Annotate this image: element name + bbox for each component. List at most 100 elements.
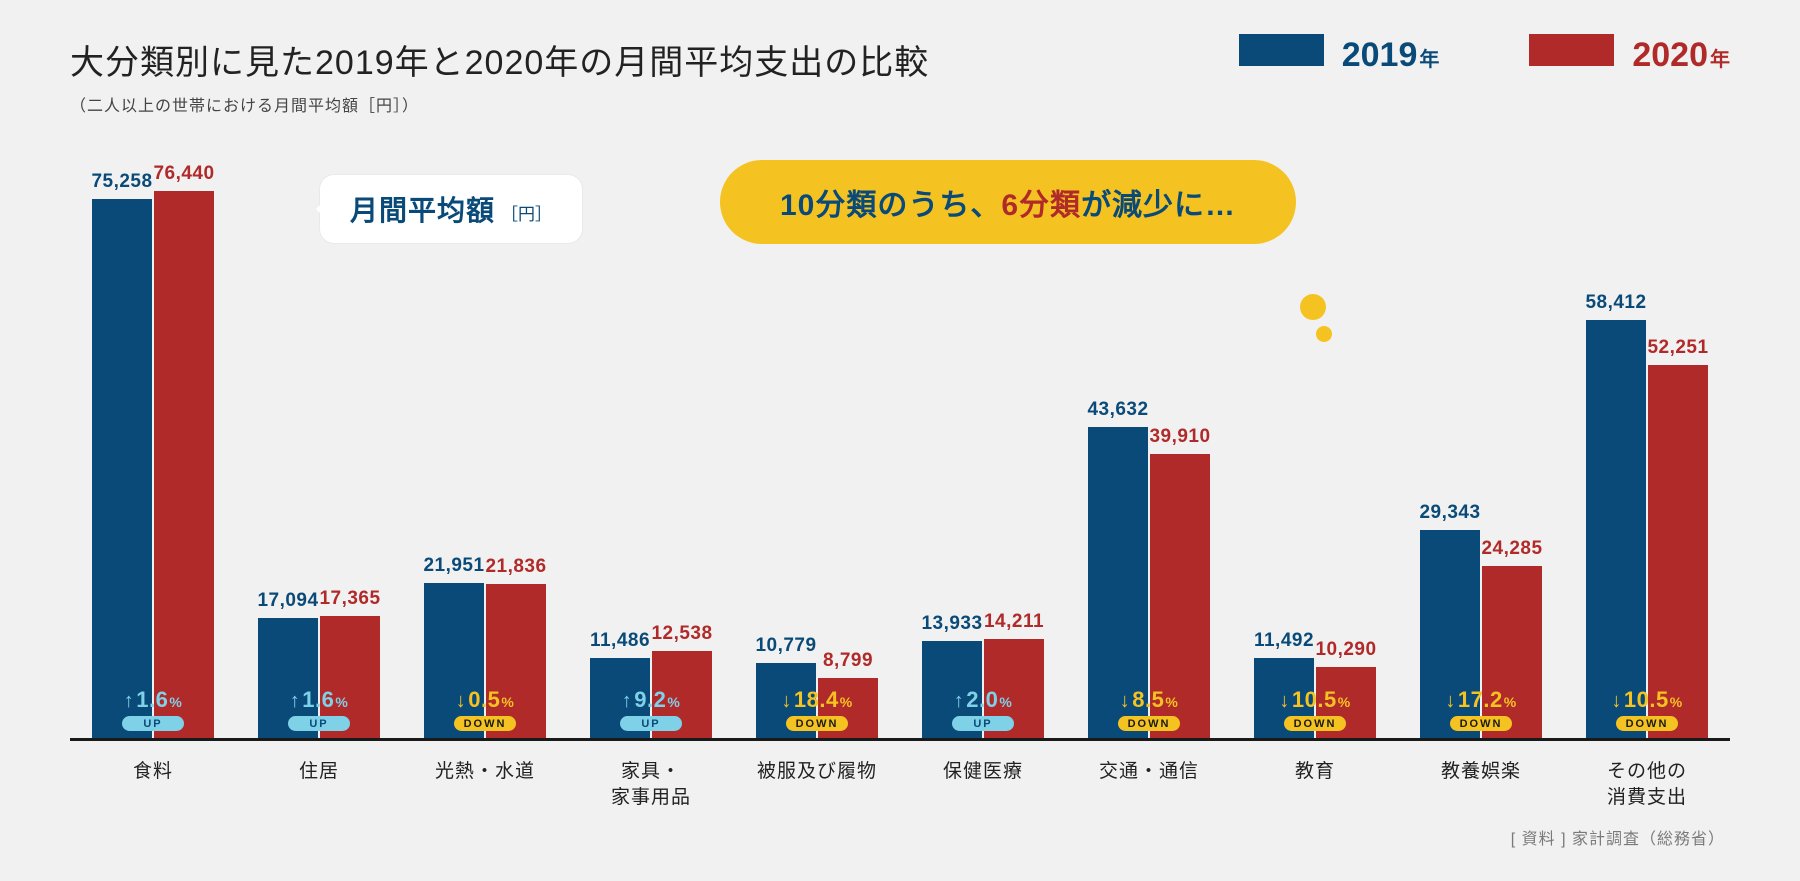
chart-title: 大分類別に見た2019年と2020年の月間平均支出の比較: [70, 35, 929, 84]
bar-group: 13,93314,211保健医療↑2.0%UP: [903, 165, 1063, 741]
category-label: 保健医療: [943, 741, 1023, 785]
bar-group: 58,41252,251その他の消費支出↓10.5%DOWN: [1567, 165, 1727, 741]
bar-value-2019: 11,486: [590, 630, 650, 658]
percent-unit: %: [840, 694, 853, 710]
category-label: 教育: [1295, 741, 1335, 785]
category-label: その他の消費支出: [1607, 741, 1687, 810]
bar-value-2020: 52,251: [1647, 337, 1708, 365]
bar-chart: 75,25876,440食料↑1.6%UP17,09417,365住居↑1.6%…: [70, 165, 1730, 741]
change-pill: DOWN: [1118, 716, 1180, 731]
change-pill: DOWN: [1284, 716, 1346, 731]
change-percent: 17.2: [1458, 687, 1503, 713]
bar-value-2020: 21,836: [485, 556, 546, 584]
arrow-up-icon: ↑: [290, 690, 301, 713]
change-percent: 10.5: [1624, 687, 1669, 713]
bar-value-2019: 13,933: [921, 613, 982, 641]
change-pill: UP: [620, 716, 682, 731]
legend-suffix-2020: 年: [1710, 49, 1730, 71]
legend-label-2020: 2020年: [1632, 36, 1730, 75]
category-label: 食料: [133, 741, 173, 785]
change-pill: DOWN: [454, 716, 516, 731]
bar-2020: 52,251: [1648, 365, 1708, 741]
bar-value-2020: 39,910: [1149, 426, 1210, 454]
bar-group: 43,63239,910交通・通信↓8.5%DOWN: [1069, 165, 1229, 741]
chart-legend: 2019年 2020年: [1239, 34, 1730, 75]
change-badge-down: ↓10.5% DOWN: [1269, 687, 1361, 731]
legend-swatch-2019: [1239, 34, 1324, 66]
chart-header: 大分類別に見た2019年と2020年の月間平均支出の比較 （二人以上の世帯におけ…: [70, 35, 929, 116]
change-pill: UP: [122, 716, 184, 731]
change-pill: UP: [952, 716, 1014, 731]
change-pill: DOWN: [1616, 716, 1678, 731]
bar-group: 11,48612,538家具・家事用品↑9.2%UP: [571, 165, 731, 741]
change-pill: DOWN: [1450, 716, 1512, 731]
bar-value-2019: 17,094: [257, 590, 318, 618]
bar-2019: 75,258: [92, 199, 152, 741]
bar-group: 10,7798,799被服及び履物↓18.4%DOWN: [737, 165, 897, 741]
bar-value-2019: 21,951: [423, 555, 484, 583]
bar-value-2020: 14,211: [984, 611, 1044, 639]
arrow-down-icon: ↓: [1120, 690, 1131, 713]
bar-value-2019: 43,632: [1087, 399, 1148, 427]
change-badge-down: ↓18.4% DOWN: [771, 687, 863, 731]
change-badge-down: ↓0.5% DOWN: [439, 687, 531, 731]
bar-value-2020: 24,285: [1481, 538, 1542, 566]
percent-unit: %: [1504, 694, 1517, 710]
bar-value-2019: 29,343: [1419, 502, 1480, 530]
category-label: 教養娯楽: [1441, 741, 1521, 785]
arrow-up-icon: ↑: [622, 690, 633, 713]
arrow-down-icon: ↓: [1279, 690, 1290, 713]
change-percent: 18.4: [794, 687, 839, 713]
bar-group: 17,09417,365住居↑1.6%UP: [239, 165, 399, 741]
percent-unit: %: [1338, 694, 1351, 710]
bar-value-2019: 10,779: [755, 635, 816, 663]
legend-year-2020: 2020: [1632, 36, 1708, 74]
bar-value-2020: 12,538: [651, 623, 712, 651]
change-badge-down: ↓17.2% DOWN: [1435, 687, 1527, 731]
bar-2019: 58,412: [1586, 320, 1646, 741]
percent-unit: %: [1165, 694, 1178, 710]
legend-item-2020: 2020年: [1529, 34, 1730, 75]
change-percent: 1.6: [302, 687, 334, 713]
category-label: 被服及び履物: [757, 741, 877, 785]
bar-value-2020: 17,365: [319, 588, 380, 616]
change-pill: DOWN: [786, 716, 848, 731]
change-percent: 9.2: [634, 687, 666, 713]
bar-value-2020: 8,799: [823, 650, 873, 678]
legend-label-2019: 2019年: [1342, 36, 1440, 75]
arrow-down-icon: ↓: [1445, 690, 1456, 713]
chart-baseline: [70, 738, 1730, 741]
arrow-down-icon: ↓: [781, 690, 792, 713]
change-badge-up: ↑1.6%UP: [273, 687, 365, 731]
bar-2020: 76,440: [154, 191, 214, 741]
change-percent: 0.5: [468, 687, 500, 713]
category-label: 光熱・水道: [435, 741, 535, 785]
bar-group: 75,25876,440食料↑1.6%UP: [73, 165, 233, 741]
bar-group: 11,49210,290教育↓10.5%DOWN: [1235, 165, 1395, 741]
change-badge-down: ↓10.5%DOWN: [1601, 687, 1693, 731]
bar-value-2019: 11,492: [1254, 630, 1314, 658]
change-percent: 1.6: [136, 687, 168, 713]
bar-value-2019: 58,412: [1585, 292, 1646, 320]
legend-year-2019: 2019: [1342, 36, 1418, 74]
change-badge-up: ↑9.2% UP: [605, 687, 697, 731]
bar-value-2020: 76,440: [153, 163, 214, 191]
legend-swatch-2020: [1529, 34, 1614, 66]
change-percent: 10.5: [1292, 687, 1337, 713]
change-badge-up: ↑1.6%UP: [107, 687, 199, 731]
change-badge-up: ↑2.0% UP: [937, 687, 1029, 731]
bar-group: 29,34324,285教養娯楽↓17.2%DOWN: [1401, 165, 1561, 741]
category-label: 交通・通信: [1099, 741, 1199, 785]
category-label: 家具・家事用品: [611, 741, 691, 810]
percent-unit: %: [501, 694, 514, 710]
bar-value-2020: 10,290: [1315, 639, 1376, 667]
arrow-up-icon: ↑: [954, 690, 965, 713]
arrow-down-icon: ↓: [456, 690, 467, 713]
bar-value-2019: 75,258: [91, 171, 152, 199]
percent-unit: %: [999, 694, 1012, 710]
bar-group: 21,95121,836光熱・水道↓0.5%DOWN: [405, 165, 565, 741]
legend-item-2019: 2019年: [1239, 34, 1440, 75]
percent-unit: %: [169, 694, 182, 710]
percent-unit: %: [667, 694, 680, 710]
change-percent: 2.0: [966, 687, 998, 713]
